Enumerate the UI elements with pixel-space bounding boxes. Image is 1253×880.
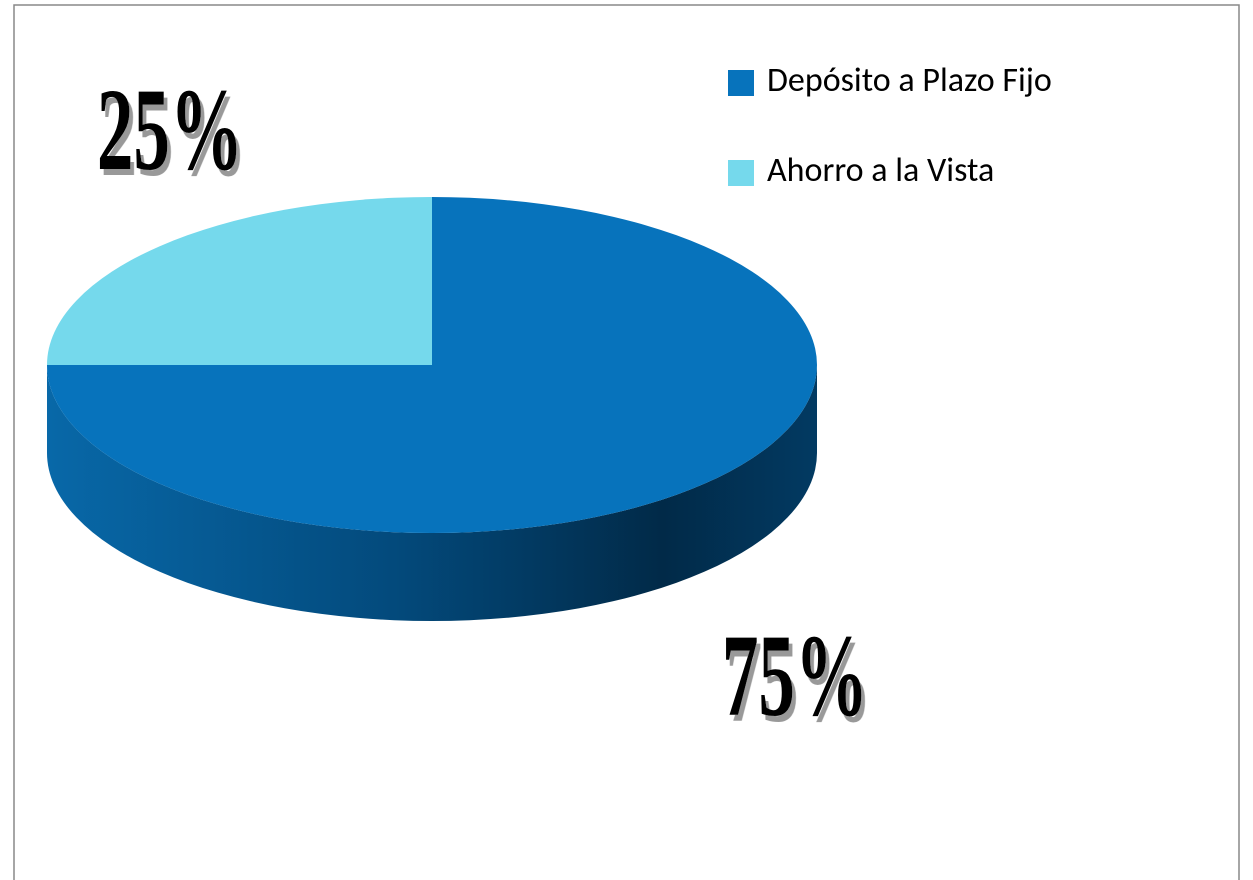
legend-swatch (728, 70, 754, 96)
slice (47, 197, 432, 365)
legend-label: Depósito a Plazo Fijo (767, 60, 1052, 101)
legend-label: Ahorro a la Vista (767, 150, 994, 191)
slice-side (47, 365, 817, 621)
data-label: 75% (722, 612, 868, 742)
legend-swatch (728, 160, 754, 186)
data-label: 25% (97, 66, 243, 196)
